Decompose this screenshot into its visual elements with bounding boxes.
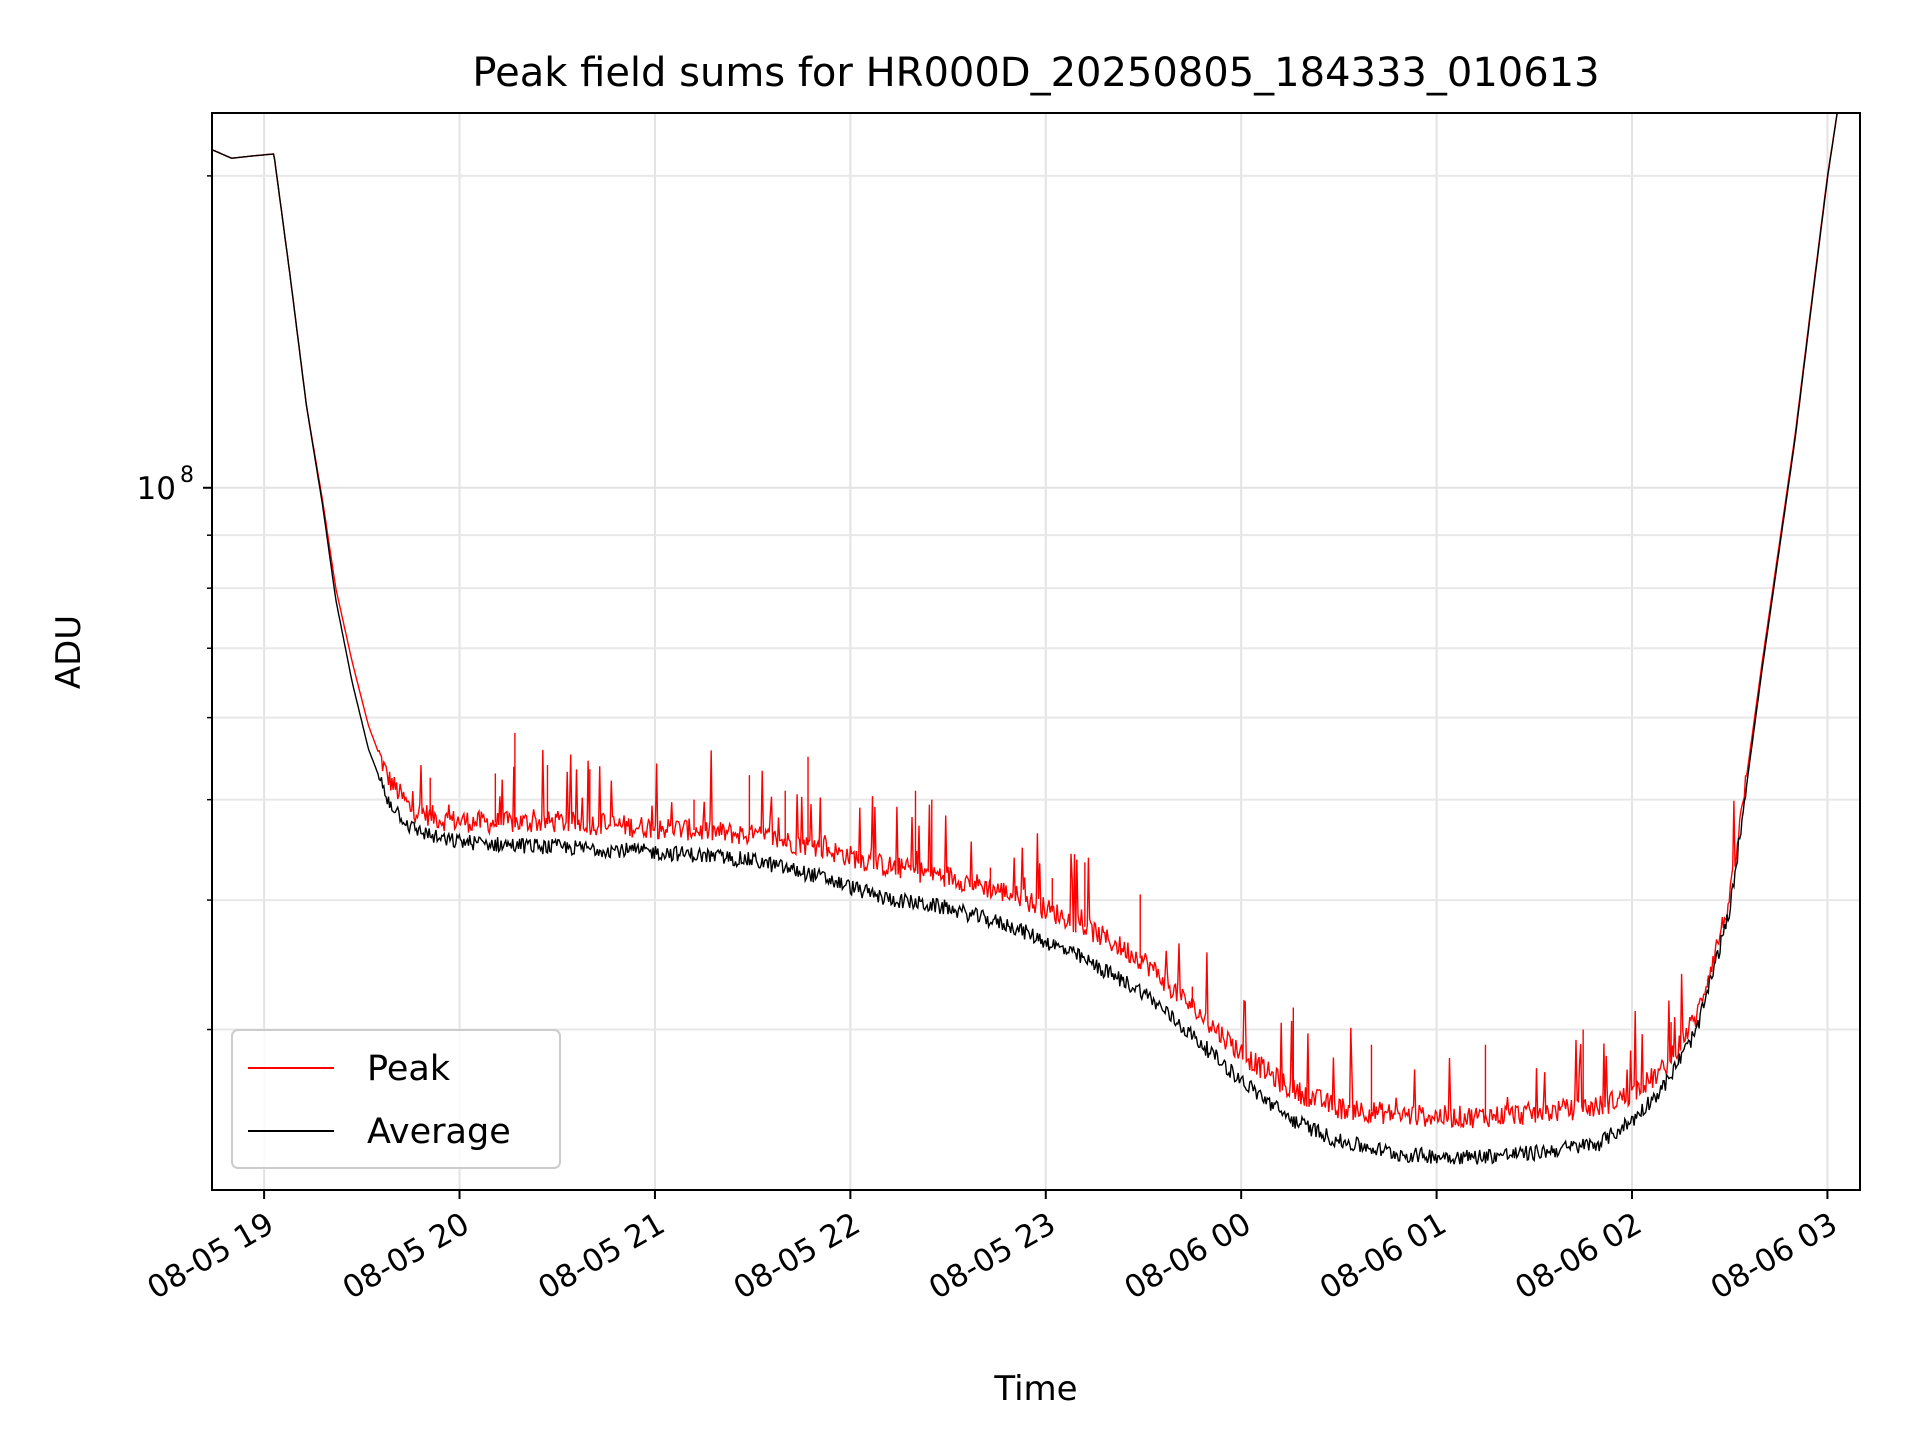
- chart-title: Peak field sums for HR000D_20250805_1843…: [472, 50, 1599, 96]
- series-line-peak: [212, 113, 1838, 1129]
- series-layer: [212, 113, 1838, 1165]
- plot-area: [212, 113, 1838, 1165]
- y-axis-label: ADU: [49, 615, 89, 689]
- y-tick-label-exponent: 8: [180, 463, 194, 488]
- legend-peak-label: Peak: [367, 1049, 451, 1089]
- y-tick-label: 10: [137, 471, 176, 507]
- legend-average-label: Average: [367, 1112, 511, 1152]
- legend-box: [231, 1029, 561, 1169]
- series-line-average: [212, 113, 1838, 1165]
- plot-frame: [211, 112, 1861, 1191]
- legend: Peak Average: [231, 1029, 561, 1169]
- x-axis-label: Time: [993, 1369, 1077, 1409]
